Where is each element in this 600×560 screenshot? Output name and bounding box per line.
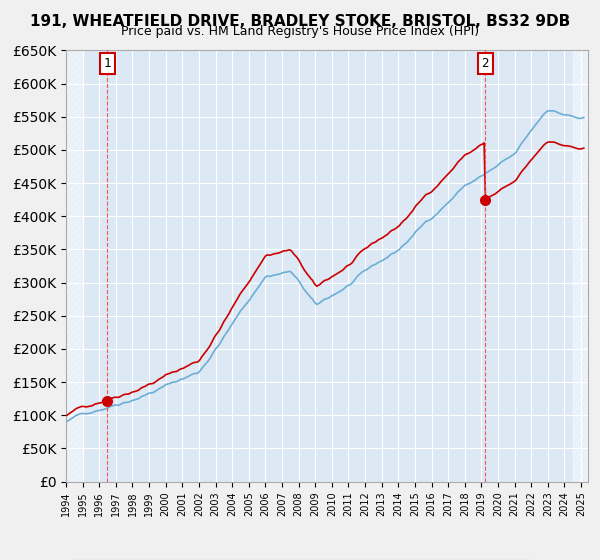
Text: 2: 2 (481, 57, 489, 70)
Text: Price paid vs. HM Land Registry's House Price Index (HPI): Price paid vs. HM Land Registry's House … (121, 25, 479, 38)
Text: 1: 1 (104, 57, 111, 70)
Text: 191, WHEATFIELD DRIVE, BRADLEY STOKE, BRISTOL, BS32 9DB: 191, WHEATFIELD DRIVE, BRADLEY STOKE, BR… (30, 14, 570, 29)
Bar (66, 50, 79, 482)
